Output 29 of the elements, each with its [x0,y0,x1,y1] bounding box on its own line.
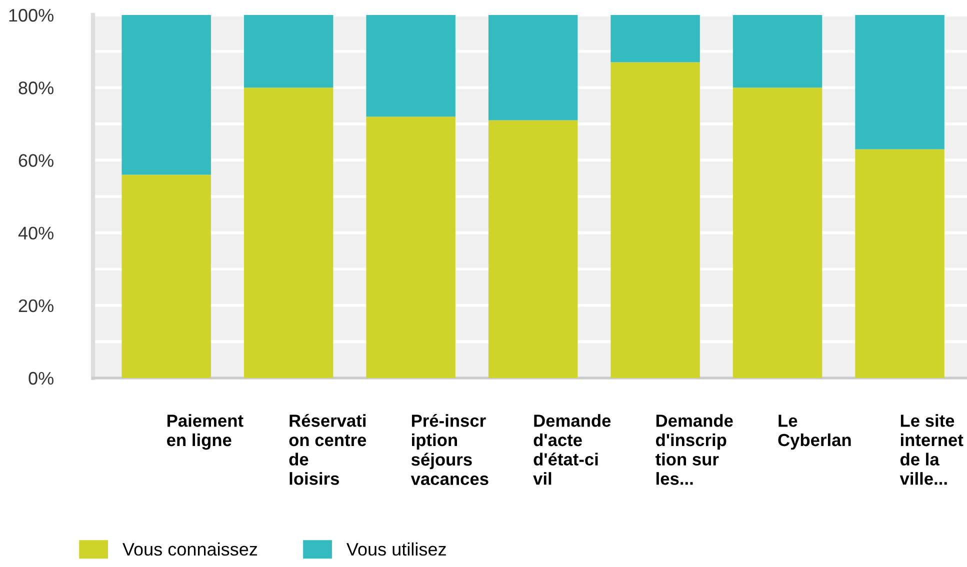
x-tick-label: Demande d'inscrip tion sur les... [656,414,733,485]
bar [122,174,211,378]
bar [732,15,822,88]
x-tick-label: Pré-inscr iption séjours vacances [410,414,488,486]
bar [366,15,456,117]
bar [855,15,944,150]
bar [855,149,944,378]
x-tick-label: Le site internet de la ville... [900,414,964,485]
x-tick-label: Demande d'acte d'état-ci vil [533,414,611,485]
bar [610,15,700,62]
bar [610,62,700,378]
y-tick-label: 0% [28,372,54,385]
y-tick-label: 80% [18,82,54,94]
x-tick-label: Le Cyberlan [778,414,851,450]
legend-label: Vous utilisez [346,542,446,556]
bar [122,15,211,175]
bar [244,15,334,88]
legend-label: Vous connaissez [122,542,258,556]
bar [488,120,578,378]
x-tick-label: Réservati on centre de loisirs [289,414,366,485]
y-tick-label: 100% [9,8,54,22]
bar [732,88,822,378]
y-tick-label: 20% [18,299,54,312]
bar [366,116,456,378]
y-tick-label: 40% [18,226,54,240]
x-tick-label: Paiement en ligne [167,414,244,450]
bar [488,15,578,120]
bar [244,88,334,378]
y-tick-label: 60% [18,154,54,167]
